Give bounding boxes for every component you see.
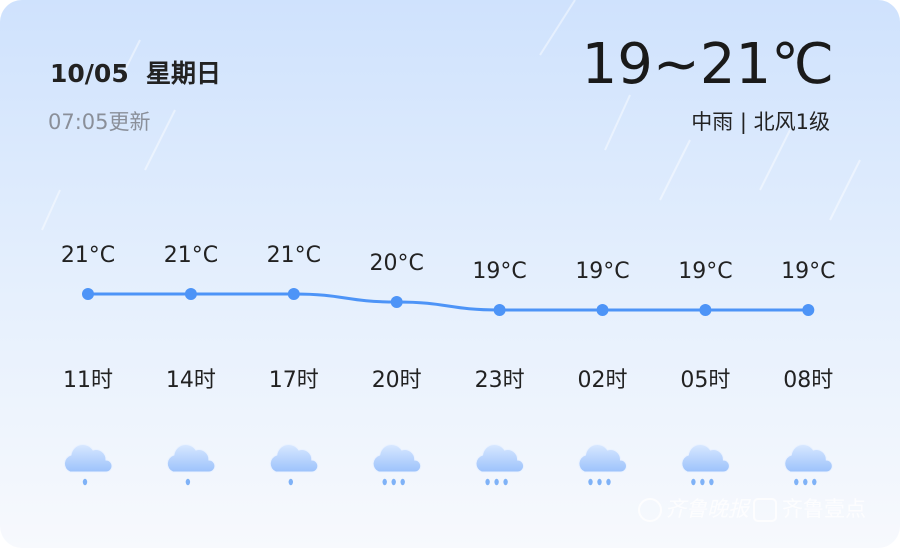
hour-label: 17时 (269, 368, 319, 393)
weekday: 星期日 (146, 59, 221, 88)
raindrop (400, 478, 405, 486)
hour-label: 05时 (680, 368, 730, 393)
temperature-point (287, 288, 300, 300)
hour-label: 20时 (372, 368, 422, 393)
raindrop (503, 478, 508, 486)
cloud (475, 444, 525, 473)
raindrop (288, 478, 293, 486)
watermark: 齐鲁晚报 齐鲁壹点 (638, 497, 866, 522)
rain-icon (372, 444, 422, 486)
raindrop (691, 478, 696, 486)
cloud (681, 444, 730, 473)
raindrop (812, 478, 817, 486)
temperature-label: 21°C (164, 243, 218, 268)
hour-label: 08时 (783, 368, 833, 393)
hour-label: 23时 (475, 368, 525, 393)
rain-icon (269, 444, 319, 486)
raindrop (391, 478, 396, 486)
cloud (372, 444, 422, 473)
watermark-paper: 齐鲁晚报 (665, 497, 752, 521)
raindrop (485, 478, 490, 486)
raindrop (597, 478, 602, 486)
temperature-label: 19°C (678, 259, 732, 284)
hour-label: 02时 (578, 368, 628, 393)
temperature-point (390, 296, 403, 308)
rain-icon (578, 444, 627, 486)
temperature-point (82, 288, 94, 300)
raindrop (803, 478, 808, 486)
raindrop (794, 478, 799, 486)
raindrop (494, 478, 499, 486)
temperature-label: 20°C (370, 251, 424, 276)
cloud (63, 444, 113, 473)
raindrop (700, 478, 705, 486)
rain-icon (63, 444, 113, 486)
rain-icon (784, 444, 833, 486)
temperature-point (596, 304, 609, 316)
temperature-point (493, 304, 506, 316)
update-time: 07:05更新 (48, 110, 151, 134)
hour-label: 11时 (63, 368, 113, 393)
temperature-point (184, 288, 197, 300)
temperature-label: 19°C (472, 259, 526, 284)
date: 10/05 (50, 59, 129, 88)
raindrop (588, 478, 593, 486)
raindrop (185, 478, 191, 486)
hour-label: 14时 (166, 368, 216, 393)
rain-icon (166, 444, 216, 486)
temperature-label: 21°C (267, 243, 321, 268)
rain-decoration (41, 0, 861, 231)
raindrop (709, 478, 714, 486)
raindrop (606, 478, 611, 486)
temperature-line (87, 292, 809, 312)
temperature-point (802, 304, 815, 316)
rain-icon (681, 444, 730, 486)
raindrop (82, 478, 88, 486)
temperature-label: 21°C (61, 243, 115, 268)
raindrop (382, 478, 387, 486)
rain-icon (475, 444, 525, 486)
temperature-point (699, 304, 712, 316)
forecast-chart: 21°C 21°C 21°C 20°C 19°C 19°C 19°C 19°C 11时 14时 17… (61, 243, 835, 486)
temperature-range: 19~21℃ (582, 32, 834, 97)
cloud (784, 444, 833, 473)
temperature-label: 19°C (575, 259, 629, 284)
cloud (269, 444, 319, 473)
cloud (166, 444, 216, 473)
watermark-app: 齐鲁壹点 (782, 497, 866, 521)
cloud (578, 444, 627, 473)
weather-description: 中雨 | 北风1级 (691, 110, 830, 135)
temperature-label: 19°C (781, 259, 835, 284)
